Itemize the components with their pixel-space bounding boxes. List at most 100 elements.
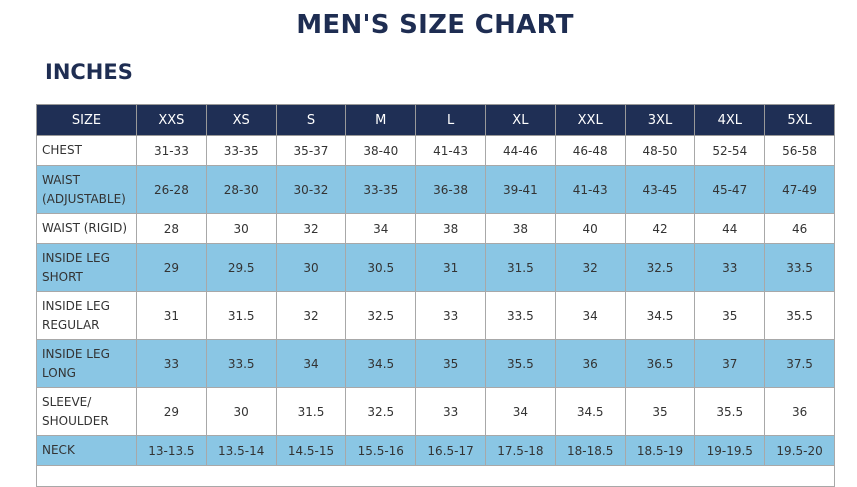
table-cell: 31 bbox=[415, 243, 486, 292]
table-cell: 28 bbox=[136, 213, 207, 244]
table-cell: 44-46 bbox=[484, 135, 556, 166]
table-cell: 30 bbox=[275, 243, 347, 292]
table-cell: 39-41 bbox=[484, 165, 556, 214]
header-cell: 4XL bbox=[694, 104, 766, 136]
table-cell: 32 bbox=[275, 291, 347, 340]
header-cell: XXL bbox=[554, 104, 626, 136]
table-cell: 17.5-18 bbox=[484, 435, 556, 466]
table-cell: 38 bbox=[415, 213, 486, 244]
table-cell: 33 bbox=[415, 291, 486, 340]
table-row: WAIST (ADJUSTABLE) 26-28 28-30 30-32 33-35 36… bbox=[36, 165, 835, 214]
table-cell: 15.5-16 bbox=[345, 435, 417, 466]
row-label: NECK bbox=[36, 435, 137, 466]
table-cell: 19.5-20 bbox=[764, 435, 835, 466]
table-cell: 31 bbox=[136, 291, 207, 340]
table-cell: 46-48 bbox=[554, 135, 626, 166]
table-cell: 31-33 bbox=[136, 135, 207, 166]
row-label: WAIST (ADJUSTABLE) bbox=[36, 165, 137, 214]
table-cell: 36.5 bbox=[624, 339, 696, 388]
table-cell: 35 bbox=[694, 291, 766, 340]
header-cell: L bbox=[415, 104, 486, 136]
table-cell: 16.5-17 bbox=[415, 435, 486, 466]
header-cell: XL bbox=[484, 104, 556, 136]
header-cell: XXS bbox=[136, 104, 207, 136]
table-cell: 32.5 bbox=[345, 291, 417, 340]
table-cell: 34.5 bbox=[554, 387, 626, 436]
table-row-empty bbox=[36, 465, 835, 487]
table-row: SLEEVE/ SHOULDER 29 30 31.5 32.5 33 34 34.5 35 35… bbox=[36, 387, 835, 436]
table-cell: 34 bbox=[275, 339, 347, 388]
table-cell: 30 bbox=[205, 387, 277, 436]
table-cell: 18-18.5 bbox=[554, 435, 626, 466]
table-cell: 33.5 bbox=[484, 291, 556, 340]
header-cell: XS bbox=[205, 104, 277, 136]
table-cell: 30-32 bbox=[275, 165, 347, 214]
table-cell: 41-43 bbox=[554, 165, 626, 214]
table-cell: 33.5 bbox=[764, 243, 835, 292]
table-row: INSIDE LEG LONG 33 33.5 34 34.5 35 35.5 36 36.5 3… bbox=[36, 339, 835, 388]
table-cell: 14.5-15 bbox=[275, 435, 347, 466]
table-cell: 33 bbox=[415, 387, 486, 436]
table-cell: 26-28 bbox=[136, 165, 207, 214]
table-cell: 13.5-14 bbox=[205, 435, 277, 466]
table-cell: 36-38 bbox=[415, 165, 486, 214]
table-cell: 45-47 bbox=[694, 165, 766, 214]
table-row: WAIST (RIGID) 28 30 32 34 38 38 40 42 44 46 bbox=[36, 213, 835, 244]
header-cell: SIZE bbox=[36, 104, 137, 136]
table-cell: 30 bbox=[205, 213, 277, 244]
table-cell: 34.5 bbox=[624, 291, 696, 340]
table-cell: 52-54 bbox=[694, 135, 766, 166]
table-cell: 32.5 bbox=[624, 243, 696, 292]
row-label: INSIDE LEG LONG bbox=[36, 339, 137, 388]
table-cell: 33 bbox=[694, 243, 766, 292]
row-label: INSIDE LEG SHORT bbox=[36, 243, 137, 292]
table-cell: 46 bbox=[764, 213, 835, 244]
table-cell: 31.5 bbox=[275, 387, 347, 436]
header-cell: M bbox=[345, 104, 417, 136]
table-cell: 35 bbox=[624, 387, 696, 436]
table-cell: 33.5 bbox=[205, 339, 277, 388]
header-row: SIZE XXS XS S M L XL XXL 3XL 4XL 5XL bbox=[36, 104, 835, 136]
table-cell: 34 bbox=[484, 387, 556, 436]
table-cell: 13-13.5 bbox=[136, 435, 207, 466]
table-cell: 37 bbox=[694, 339, 766, 388]
row-label: SLEEVE/ SHOULDER bbox=[36, 387, 137, 436]
table-cell: 18.5-19 bbox=[624, 435, 696, 466]
table-cell: 36 bbox=[554, 339, 626, 388]
table-cell: 40 bbox=[554, 213, 626, 244]
unit-heading: INCHES bbox=[45, 60, 133, 84]
table-row: INSIDE LEG SHORT 29 29.5 30 30.5 31 31.5 32 32.5… bbox=[36, 243, 835, 292]
header-cell: 5XL bbox=[764, 104, 835, 136]
header-cell: S bbox=[275, 104, 347, 136]
table-cell: 38 bbox=[484, 213, 556, 244]
table-row: CHEST 31-33 33-35 35-37 38-40 41-43 44-46 46-48… bbox=[36, 135, 835, 166]
table-cell: 30.5 bbox=[345, 243, 417, 292]
table-cell: 31.5 bbox=[205, 291, 277, 340]
table-row: INSIDE LEG REGULAR 31 31.5 32 32.5 33 33.5 34 34… bbox=[36, 291, 835, 340]
size-chart-table: SIZE XXS XS S M L XL XXL 3XL 4XL 5XL CHEST 31-33 33-… bbox=[36, 104, 835, 487]
table-cell: 34.5 bbox=[345, 339, 417, 388]
table-cell: 19-19.5 bbox=[694, 435, 766, 466]
table-cell: 38-40 bbox=[345, 135, 417, 166]
table-cell: 29 bbox=[136, 243, 207, 292]
table-cell: 48-50 bbox=[624, 135, 696, 166]
table-cell: 36 bbox=[764, 387, 835, 436]
table-row: NECK 13-13.5 13.5-14 14.5-15 15.5-16 16.5-17 1… bbox=[36, 435, 835, 466]
table-cell: 47-49 bbox=[764, 165, 835, 214]
table-cell: 35.5 bbox=[694, 387, 766, 436]
row-label: WAIST (RIGID) bbox=[36, 213, 137, 244]
table-cell: 43-45 bbox=[624, 165, 696, 214]
table-cell: 44 bbox=[694, 213, 766, 244]
table-cell: 34 bbox=[345, 213, 417, 244]
table-cell: 31.5 bbox=[484, 243, 556, 292]
table-cell: 35.5 bbox=[484, 339, 556, 388]
row-label: CHEST bbox=[36, 135, 137, 166]
table-cell: 37.5 bbox=[764, 339, 835, 388]
table-cell: 42 bbox=[624, 213, 696, 244]
table-cell: 34 bbox=[554, 291, 626, 340]
table-cell: 33 bbox=[136, 339, 207, 388]
header-cell: 3XL bbox=[624, 104, 696, 136]
table-cell: 32 bbox=[554, 243, 626, 292]
table-cell: 29.5 bbox=[205, 243, 277, 292]
empty-cell bbox=[36, 465, 835, 487]
